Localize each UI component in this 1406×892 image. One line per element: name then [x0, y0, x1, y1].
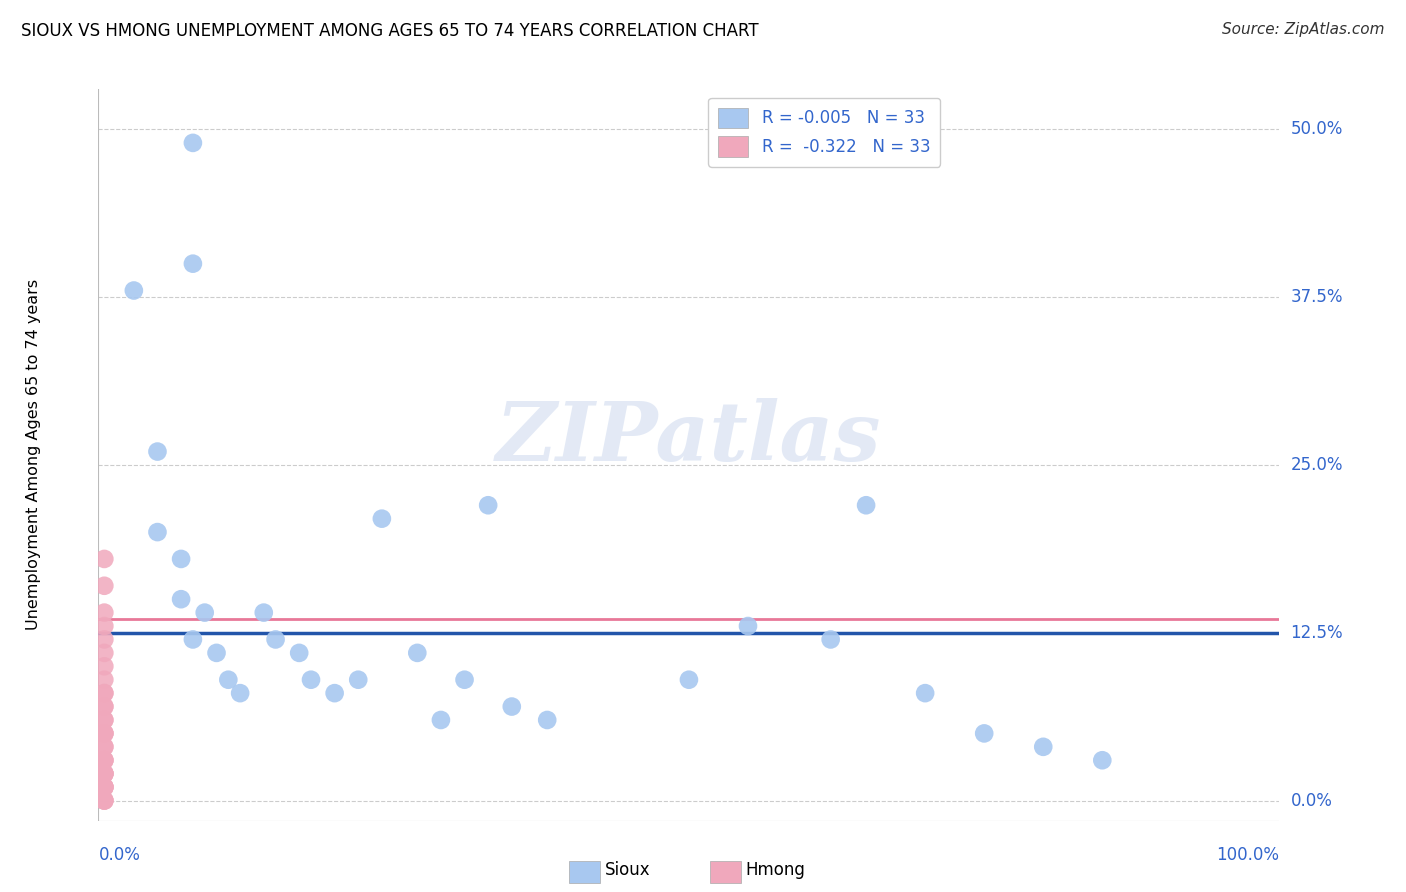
Text: 0.0%: 0.0%: [98, 846, 141, 863]
Point: [93, 579, 115, 593]
Point: [501, 699, 523, 714]
Point: [93, 739, 115, 754]
Point: [347, 673, 370, 687]
Text: SIOUX VS HMONG UNEMPLOYMENT AMONG AGES 65 TO 74 YEARS CORRELATION CHART: SIOUX VS HMONG UNEMPLOYMENT AMONG AGES 6…: [21, 22, 759, 40]
Point: [93, 659, 115, 673]
Point: [93, 646, 115, 660]
Point: [93, 686, 115, 700]
Point: [430, 713, 453, 727]
Point: [914, 686, 936, 700]
Point: [93, 699, 115, 714]
Point: [93, 673, 115, 687]
Text: 37.5%: 37.5%: [1291, 288, 1343, 306]
Point: [93, 713, 115, 727]
Text: Hmong: Hmong: [745, 861, 806, 879]
Point: [93, 699, 115, 714]
Text: Sioux: Sioux: [605, 861, 650, 879]
Point: [170, 592, 193, 607]
Point: [181, 257, 204, 271]
Point: [93, 766, 115, 780]
Point: [477, 498, 499, 512]
Point: [93, 766, 115, 780]
Point: [93, 766, 115, 780]
Point: [253, 606, 276, 620]
Point: [93, 606, 115, 620]
Point: [93, 726, 115, 740]
Point: [678, 673, 700, 687]
Point: [323, 686, 346, 700]
Text: Unemployment Among Ages 65 to 74 years: Unemployment Among Ages 65 to 74 years: [25, 279, 41, 631]
Text: 0.0%: 0.0%: [1291, 791, 1333, 810]
Point: [93, 552, 115, 566]
Point: [371, 511, 394, 525]
Point: [229, 686, 252, 700]
Point: [93, 753, 115, 767]
Point: [93, 686, 115, 700]
Point: [93, 766, 115, 780]
Point: [93, 726, 115, 740]
Point: [93, 753, 115, 767]
Point: [146, 525, 169, 540]
Point: [194, 606, 217, 620]
Point: [737, 619, 759, 633]
Point: [93, 780, 115, 794]
Text: 12.5%: 12.5%: [1291, 624, 1343, 641]
Point: [93, 780, 115, 794]
Point: [820, 632, 842, 647]
Point: [93, 780, 115, 794]
Point: [93, 713, 115, 727]
Point: [205, 646, 228, 660]
Point: [453, 673, 475, 687]
Point: [93, 753, 115, 767]
Point: [93, 793, 115, 807]
Point: [146, 444, 169, 458]
Point: [93, 739, 115, 754]
Point: [1091, 753, 1114, 767]
Legend: R = -0.005   N = 33, R =  -0.322   N = 33: R = -0.005 N = 33, R = -0.322 N = 33: [709, 97, 941, 167]
Point: [299, 673, 322, 687]
Point: [181, 136, 204, 150]
Text: 100.0%: 100.0%: [1216, 846, 1279, 863]
Point: [1032, 739, 1054, 754]
Point: [406, 646, 429, 660]
Point: [536, 713, 558, 727]
Text: 25.0%: 25.0%: [1291, 456, 1343, 474]
Point: [93, 619, 115, 633]
Point: [122, 284, 145, 298]
Point: [973, 726, 995, 740]
Text: ZIPatlas: ZIPatlas: [496, 398, 882, 478]
Text: Source: ZipAtlas.com: Source: ZipAtlas.com: [1222, 22, 1385, 37]
Point: [93, 780, 115, 794]
Point: [170, 552, 193, 566]
Point: [93, 632, 115, 647]
Point: [855, 498, 877, 512]
Point: [93, 726, 115, 740]
Point: [93, 793, 115, 807]
Point: [288, 646, 311, 660]
Point: [181, 632, 204, 647]
Text: 50.0%: 50.0%: [1291, 120, 1343, 138]
Point: [93, 793, 115, 807]
Point: [264, 632, 287, 647]
Point: [217, 673, 239, 687]
